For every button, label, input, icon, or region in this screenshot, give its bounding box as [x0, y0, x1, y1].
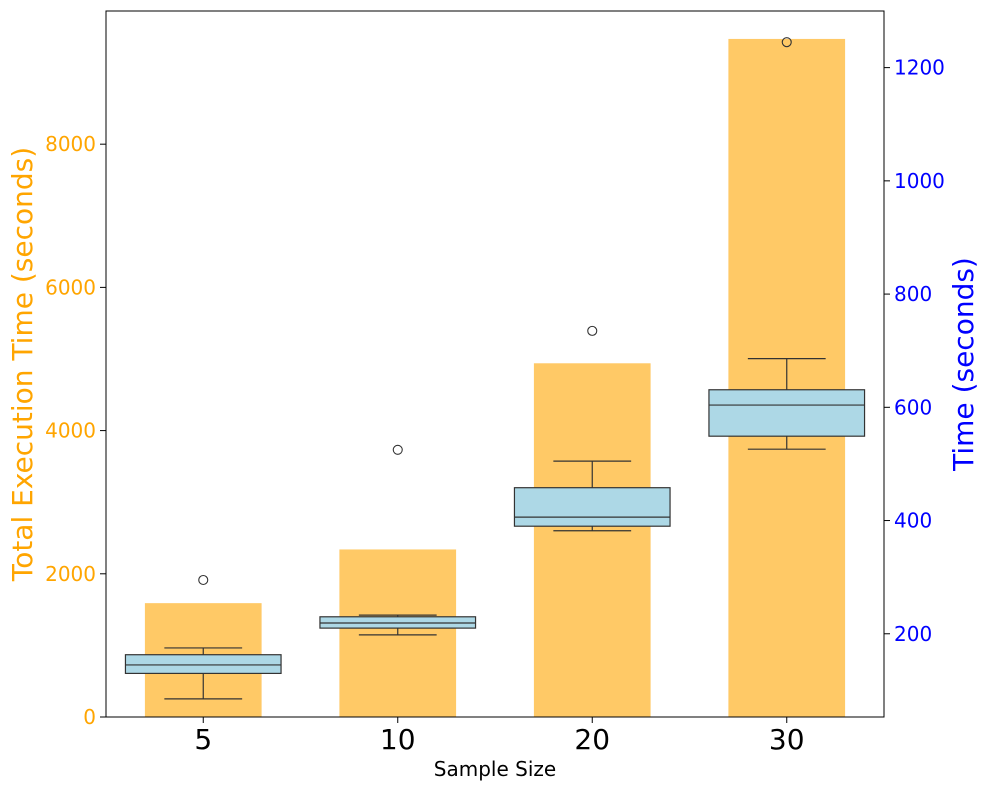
left-tick-label-4000: 4000	[45, 419, 96, 443]
x-tick-label-10: 10	[380, 723, 416, 756]
plot-frame	[105, 10, 885, 718]
box-5-outlier-0	[198, 574, 209, 586]
right-tick-label-400: 400	[894, 509, 932, 533]
right-axis-ticks: 200 400 600 800 1000 1200	[884, 56, 945, 646]
x-tick-label-20: 20	[574, 723, 610, 756]
box-10-outlier-0	[392, 444, 403, 455]
right-tick-label-600: 600	[894, 395, 932, 419]
left-tick-label-2000: 2000	[45, 562, 96, 586]
x-tick-label-30: 30	[769, 723, 805, 756]
left-axis-ticks: 0 2000 4000 6000 8000	[45, 132, 106, 729]
left-tick-label-6000: 6000	[45, 275, 96, 299]
bar-20	[533, 363, 651, 717]
boxes-layer	[124, 37, 866, 700]
right-tick-label-200: 200	[894, 622, 932, 646]
left-axis-label: Total Execution Time (seconds)	[6, 147, 39, 582]
box-20-outlier-0	[587, 325, 598, 336]
left-tick-label-8000: 8000	[45, 132, 96, 156]
box-30-outlier-0	[781, 37, 792, 48]
right-tick-label-800: 800	[894, 282, 932, 306]
x-tick-label-5: 5	[194, 723, 212, 756]
x-axis-label: Sample Size	[434, 757, 556, 781]
right-axis-label: Time (seconds)	[947, 257, 980, 472]
box-20	[513, 487, 671, 527]
box-30	[708, 389, 866, 437]
right-tick-label-1000: 1000	[894, 169, 945, 193]
right-tick-label-1200: 1200	[894, 56, 945, 80]
x-axis-ticks: 5 10 20 30	[194, 717, 805, 756]
left-tick-label-0: 0	[83, 705, 96, 729]
bars-layer	[144, 38, 846, 718]
box-5	[124, 654, 282, 675]
